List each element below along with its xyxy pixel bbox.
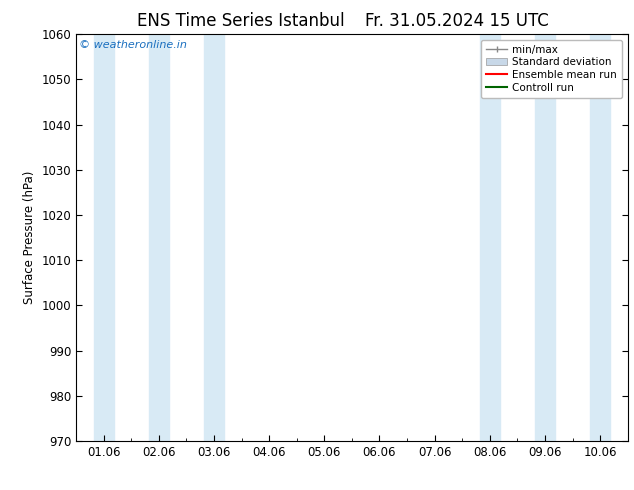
Text: Fr. 31.05.2024 15 UTC: Fr. 31.05.2024 15 UTC	[365, 12, 548, 30]
Bar	[590, 34, 610, 441]
Y-axis label: Surface Pressure (hPa): Surface Pressure (hPa)	[23, 171, 36, 304]
Text: ENS Time Series Istanbul: ENS Time Series Istanbul	[137, 12, 345, 30]
Legend: min/max, Standard deviation, Ensemble mean run, Controll run: min/max, Standard deviation, Ensemble me…	[481, 40, 623, 98]
Bar	[535, 34, 555, 441]
Text: © weatheronline.in: © weatheronline.in	[79, 40, 186, 50]
Bar	[204, 34, 224, 441]
Bar	[480, 34, 500, 441]
Bar	[94, 34, 113, 441]
Bar	[149, 34, 169, 441]
